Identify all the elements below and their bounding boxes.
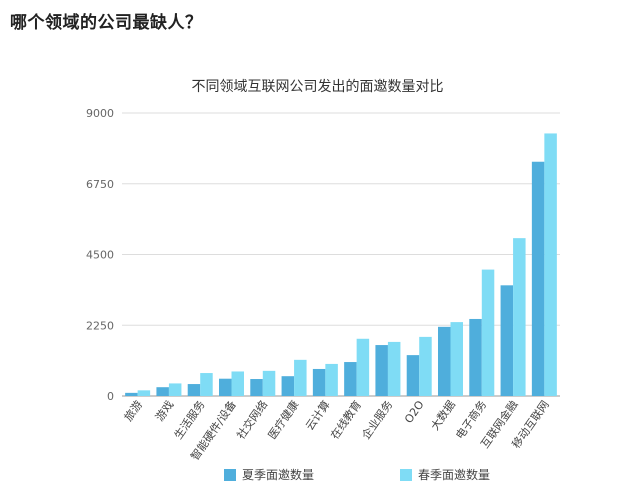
y-tick-label: 2250	[86, 319, 114, 332]
legend-label-summer: 夏季面邀数量	[242, 468, 315, 482]
legend-label-spring: 春季面邀数量	[418, 468, 491, 482]
y-tick-label: 0	[107, 390, 114, 403]
bar-summer	[406, 355, 420, 396]
bar-summer	[469, 318, 482, 396]
bar-spring	[450, 322, 463, 396]
bar-spring	[481, 269, 495, 396]
bar-summer	[531, 161, 545, 396]
bar-spring	[356, 338, 370, 396]
bar-summer	[156, 387, 169, 396]
x-tick-label: 在线教育	[327, 398, 364, 442]
y-tick-label: 6750	[86, 178, 114, 191]
bar-summer	[312, 368, 326, 396]
x-tick-label: 旅游	[121, 398, 145, 424]
x-tick-label: 游戏	[153, 398, 176, 423]
bar-spring	[513, 238, 526, 396]
x-tick-label: O2O	[402, 398, 427, 426]
bar-summer	[344, 362, 357, 396]
bar-spring	[262, 370, 276, 396]
bar-spring	[231, 371, 244, 396]
bar-spring	[200, 373, 213, 396]
bar-summer	[281, 376, 295, 396]
bar-summer	[187, 384, 201, 396]
bar-spring	[325, 363, 338, 396]
legend-item-summer: 夏季面邀数量	[224, 466, 314, 483]
y-tick-label: 9000	[86, 107, 114, 120]
bar-summer	[500, 285, 514, 396]
bar-summer	[219, 378, 232, 396]
page-heading: 哪个领域的公司最缺人？	[10, 13, 203, 33]
legend-swatch-summer	[224, 468, 236, 481]
y-tick-label: 4500	[86, 249, 114, 262]
bar-spring	[419, 336, 432, 396]
bar-summer	[125, 392, 138, 396]
bar-summer	[438, 326, 451, 396]
x-tick-label: 企业服务	[359, 398, 396, 442]
x-tick-label: 云计算	[302, 398, 332, 433]
bar-summer	[250, 379, 263, 396]
x-tick-label: 社交网络	[234, 398, 271, 442]
legend-item-spring: 春季面邀数量	[400, 466, 490, 483]
bar-spring	[294, 359, 307, 396]
x-tick-label: 大数据	[428, 398, 458, 433]
bar-spring	[387, 341, 401, 396]
bar-spring	[544, 133, 557, 396]
bar-spring	[137, 390, 151, 396]
bar-spring	[168, 383, 182, 396]
x-tick-label: 医疗健康	[265, 398, 302, 442]
bar-summer	[375, 345, 388, 396]
legend-swatch-spring	[400, 468, 412, 481]
chart-title: 不同领域互联网公司发出的面邀数量对比	[191, 79, 444, 95]
